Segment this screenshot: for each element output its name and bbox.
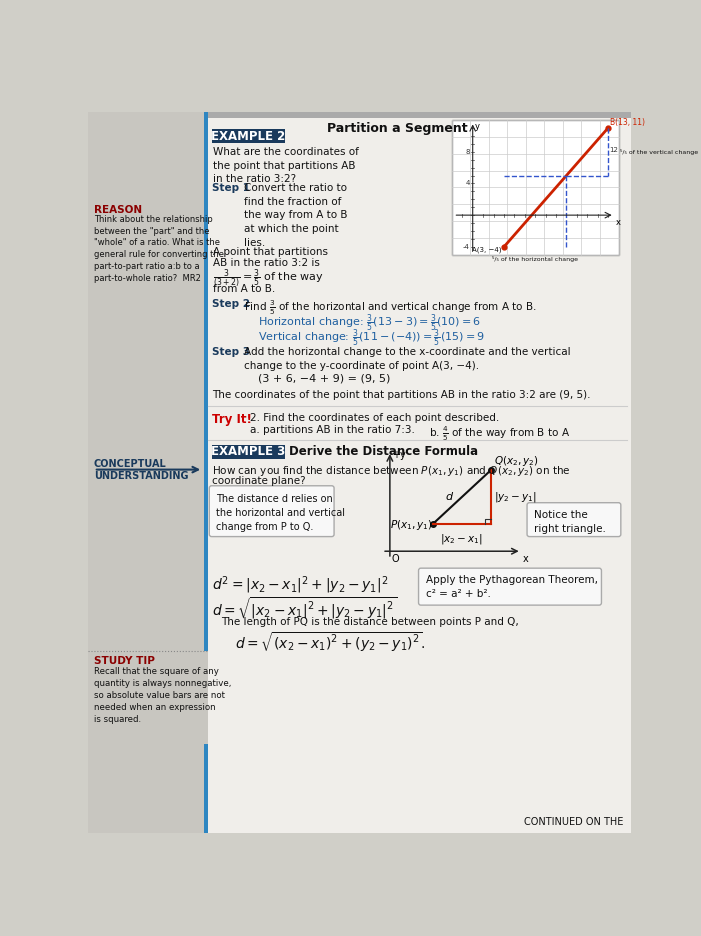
Text: (3 + 6, −4 + 9) = (9, 5): (3 + 6, −4 + 9) = (9, 5): [258, 373, 390, 384]
Text: coordinate plane?: coordinate plane?: [212, 475, 305, 486]
Text: Vertical change: $\frac{3}{5}(11 - (-4)) = \frac{3}{5}(15) = 9$: Vertical change: $\frac{3}{5}(11 - (-4))…: [258, 328, 485, 349]
Text: A point that partitions: A point that partitions: [213, 247, 328, 257]
Text: CONCEPTUAL
UNDERSTANDING: CONCEPTUAL UNDERSTANDING: [94, 459, 189, 481]
Text: The distance d relies on
the horizontal and vertical
change from P to Q.: The distance d relies on the horizontal …: [217, 494, 346, 533]
Text: ⁵/₅ of the horizontal change: ⁵/₅ of the horizontal change: [492, 256, 578, 262]
Text: AB in the ratio 3:2 is: AB in the ratio 3:2 is: [213, 257, 320, 268]
Text: Step 1: Step 1: [212, 183, 250, 193]
Text: x: x: [523, 554, 529, 564]
Text: b. $\frac{4}{5}$ of the way from B to A: b. $\frac{4}{5}$ of the way from B to A: [428, 425, 570, 444]
Text: $d = \sqrt{(x_2 - x_1)^2 + (y_2 - y_1)^2}.$: $d = \sqrt{(x_2 - x_1)^2 + (y_2 - y_1)^2…: [235, 631, 426, 654]
Text: B(13, 11): B(13, 11): [610, 118, 645, 127]
Text: $|x_2 - x_1|$: $|x_2 - x_1|$: [440, 532, 483, 546]
Text: EXAMPLE 3: EXAMPLE 3: [211, 446, 285, 459]
Text: ⁵/₅ of the vertical change: ⁵/₅ of the vertical change: [620, 149, 698, 154]
Text: CONTINUED ON THE: CONTINUED ON THE: [524, 817, 623, 826]
Text: Convert the ratio to
find the fraction of
the way from A to B
at which the point: Convert the ratio to find the fraction o…: [244, 183, 348, 247]
Text: Apply the Pythagorean Theorem,
c² = a² + b².: Apply the Pythagorean Theorem, c² = a² +…: [426, 575, 597, 599]
Text: x: x: [616, 218, 621, 227]
Text: Step 3: Step 3: [212, 347, 250, 358]
Text: Step 2: Step 2: [212, 299, 250, 309]
Text: -4: -4: [463, 244, 470, 250]
FancyBboxPatch shape: [204, 112, 207, 833]
Text: What are the coordinates of
the point that partitions AB
in the ratio 3:2?: What are the coordinates of the point th…: [213, 147, 359, 184]
Text: 2. Find the coordinates of each point described.: 2. Find the coordinates of each point de…: [250, 413, 500, 423]
FancyBboxPatch shape: [88, 651, 207, 744]
Text: +y: +y: [392, 449, 406, 460]
FancyBboxPatch shape: [210, 486, 334, 536]
Text: How can you find the distance between $P(x_1, y_1)$ and $Q(x_2, y_2)$ on the: How can you find the distance between $P…: [212, 464, 570, 478]
Text: The coordinates of the point that partitions AB in the ratio 3:2 are (9, 5).: The coordinates of the point that partit…: [212, 389, 590, 400]
Text: Partition a Segment: Partition a Segment: [327, 122, 468, 135]
Text: Think about the relationship
between the "part" and the
"whole" of a ratio. What: Think about the relationship between the…: [94, 214, 224, 283]
Text: a. partitions AB in the ratio 7:3.: a. partitions AB in the ratio 7:3.: [250, 425, 415, 435]
FancyBboxPatch shape: [452, 120, 618, 255]
FancyBboxPatch shape: [212, 445, 285, 459]
Text: O: O: [391, 553, 399, 563]
Text: $\frac{3}{(3+2)} = \frac{3}{5}$ of the way: $\frac{3}{(3+2)} = \frac{3}{5}$ of the w…: [213, 268, 324, 290]
Text: STUDY TIP: STUDY TIP: [94, 656, 155, 665]
Text: Find $\frac{3}{5}$ of the horizontal and vertical change from A to B.: Find $\frac{3}{5}$ of the horizontal and…: [244, 299, 537, 317]
Text: y: y: [475, 123, 479, 131]
Text: 4: 4: [465, 181, 470, 186]
FancyBboxPatch shape: [527, 503, 621, 536]
Text: The length of PQ is the distance between points P and Q,: The length of PQ is the distance between…: [221, 617, 519, 627]
Text: Horizontal change: $\frac{3}{5}(13 - 3) = \frac{3}{5}(10) = 6$: Horizontal change: $\frac{3}{5}(13 - 3) …: [258, 313, 482, 334]
Text: from A to B.: from A to B.: [213, 284, 275, 294]
FancyBboxPatch shape: [207, 112, 631, 119]
Text: Recall that the square of any
quantity is always nonnegative,
so absolute value : Recall that the square of any quantity i…: [94, 666, 231, 724]
Text: Try It!: Try It!: [212, 413, 252, 426]
Text: Add the horizontal change to the x-coordinate and the vertical
change to the y-c: Add the horizontal change to the x-coord…: [244, 347, 571, 371]
Text: $d = \sqrt{|x_2 - x_1|^2 + |y_2 - y_1|^2}$: $d = \sqrt{|x_2 - x_1|^2 + |y_2 - y_1|^2…: [212, 596, 397, 622]
FancyBboxPatch shape: [212, 129, 285, 143]
Text: Derive the Distance Formula: Derive the Distance Formula: [289, 446, 478, 459]
Text: REASON: REASON: [94, 205, 142, 214]
Text: 12: 12: [610, 147, 618, 153]
Text: $P(x_1, y_1)$: $P(x_1, y_1)$: [390, 518, 433, 532]
Text: 8: 8: [465, 149, 470, 154]
Text: A(3, −4): A(3, −4): [472, 246, 502, 253]
FancyBboxPatch shape: [418, 568, 601, 605]
Text: EXAMPLE 2: EXAMPLE 2: [211, 130, 285, 142]
Text: $d^2 = |x_2 - x_1|^2 + |y_2 - y_1|^2$: $d^2 = |x_2 - x_1|^2 + |y_2 - y_1|^2$: [212, 575, 388, 596]
Text: $|y_2 - y_1|$: $|y_2 - y_1|$: [494, 490, 536, 505]
FancyBboxPatch shape: [88, 112, 207, 833]
Text: Notice the
right triangle.: Notice the right triangle.: [534, 509, 606, 534]
Text: d: d: [445, 492, 452, 503]
FancyBboxPatch shape: [207, 112, 631, 833]
Text: $Q(x_2, y_2)$: $Q(x_2, y_2)$: [494, 454, 538, 468]
